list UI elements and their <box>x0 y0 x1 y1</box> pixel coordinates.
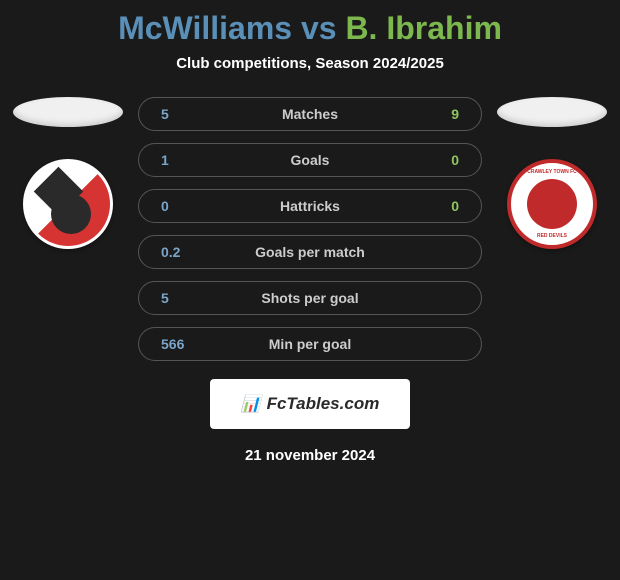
stat-left-value: 566 <box>161 336 201 352</box>
stat-right-value: 0 <box>419 152 459 168</box>
stat-right-value: 0 <box>419 198 459 214</box>
stat-label: Goals <box>201 152 419 168</box>
right-column: CRAWLEY TOWN FC RED DEVILS <box>492 97 612 249</box>
badge-top-text: CRAWLEY TOWN FC <box>527 169 577 175</box>
vs-text: vs <box>301 10 337 46</box>
stat-left-value: 1 <box>161 152 201 168</box>
subtitle: Club competitions, Season 2024/2025 <box>0 55 620 72</box>
stat-row-shots-per-goal: 5 Shots per goal <box>138 281 482 315</box>
brand-badge[interactable]: 📊 FcTables.com <box>210 379 410 429</box>
stats-column: 5 Matches 9 1 Goals 0 0 Hattricks 0 0.2 … <box>138 97 482 361</box>
stat-left-value: 5 <box>161 106 201 122</box>
club-badge-left <box>23 159 113 249</box>
stat-label: Matches <box>201 106 419 122</box>
stat-row-hattricks: 0 Hattricks 0 <box>138 189 482 223</box>
left-column <box>8 97 128 249</box>
stat-right-value: 9 <box>419 106 459 122</box>
badge-inner-circle <box>527 179 577 229</box>
main-content: 5 Matches 9 1 Goals 0 0 Hattricks 0 0.2 … <box>0 97 620 361</box>
player1-avatar-placeholder <box>13 97 123 127</box>
stat-row-goals: 1 Goals 0 <box>138 143 482 177</box>
brand-text: FcTables.com <box>267 394 380 414</box>
stat-row-matches: 5 Matches 9 <box>138 97 482 131</box>
chart-icon: 📊 <box>241 394 261 414</box>
footer-date: 21 november 2024 <box>0 447 620 464</box>
stat-label: Shots per goal <box>201 290 419 306</box>
badge-bottom-text: RED DEVILS <box>537 233 567 239</box>
stat-left-value: 5 <box>161 290 201 306</box>
comparison-card: McWilliams vs B. Ibrahim Club competitio… <box>0 0 620 474</box>
badge-ball-icon <box>51 194 91 234</box>
player2-avatar-placeholder <box>497 97 607 127</box>
stat-left-value: 0 <box>161 198 201 214</box>
stat-label: Hattricks <box>201 198 419 214</box>
stat-left-value: 0.2 <box>161 244 201 260</box>
player2-name: B. Ibrahim <box>345 10 501 46</box>
stat-row-min-per-goal: 566 Min per goal <box>138 327 482 361</box>
stat-label: Goals per match <box>201 244 419 260</box>
player1-name: McWilliams <box>118 10 292 46</box>
stat-label: Min per goal <box>201 336 419 352</box>
page-title: McWilliams vs B. Ibrahim <box>0 10 620 47</box>
club-badge-right: CRAWLEY TOWN FC RED DEVILS <box>507 159 597 249</box>
stat-row-goals-per-match: 0.2 Goals per match <box>138 235 482 269</box>
